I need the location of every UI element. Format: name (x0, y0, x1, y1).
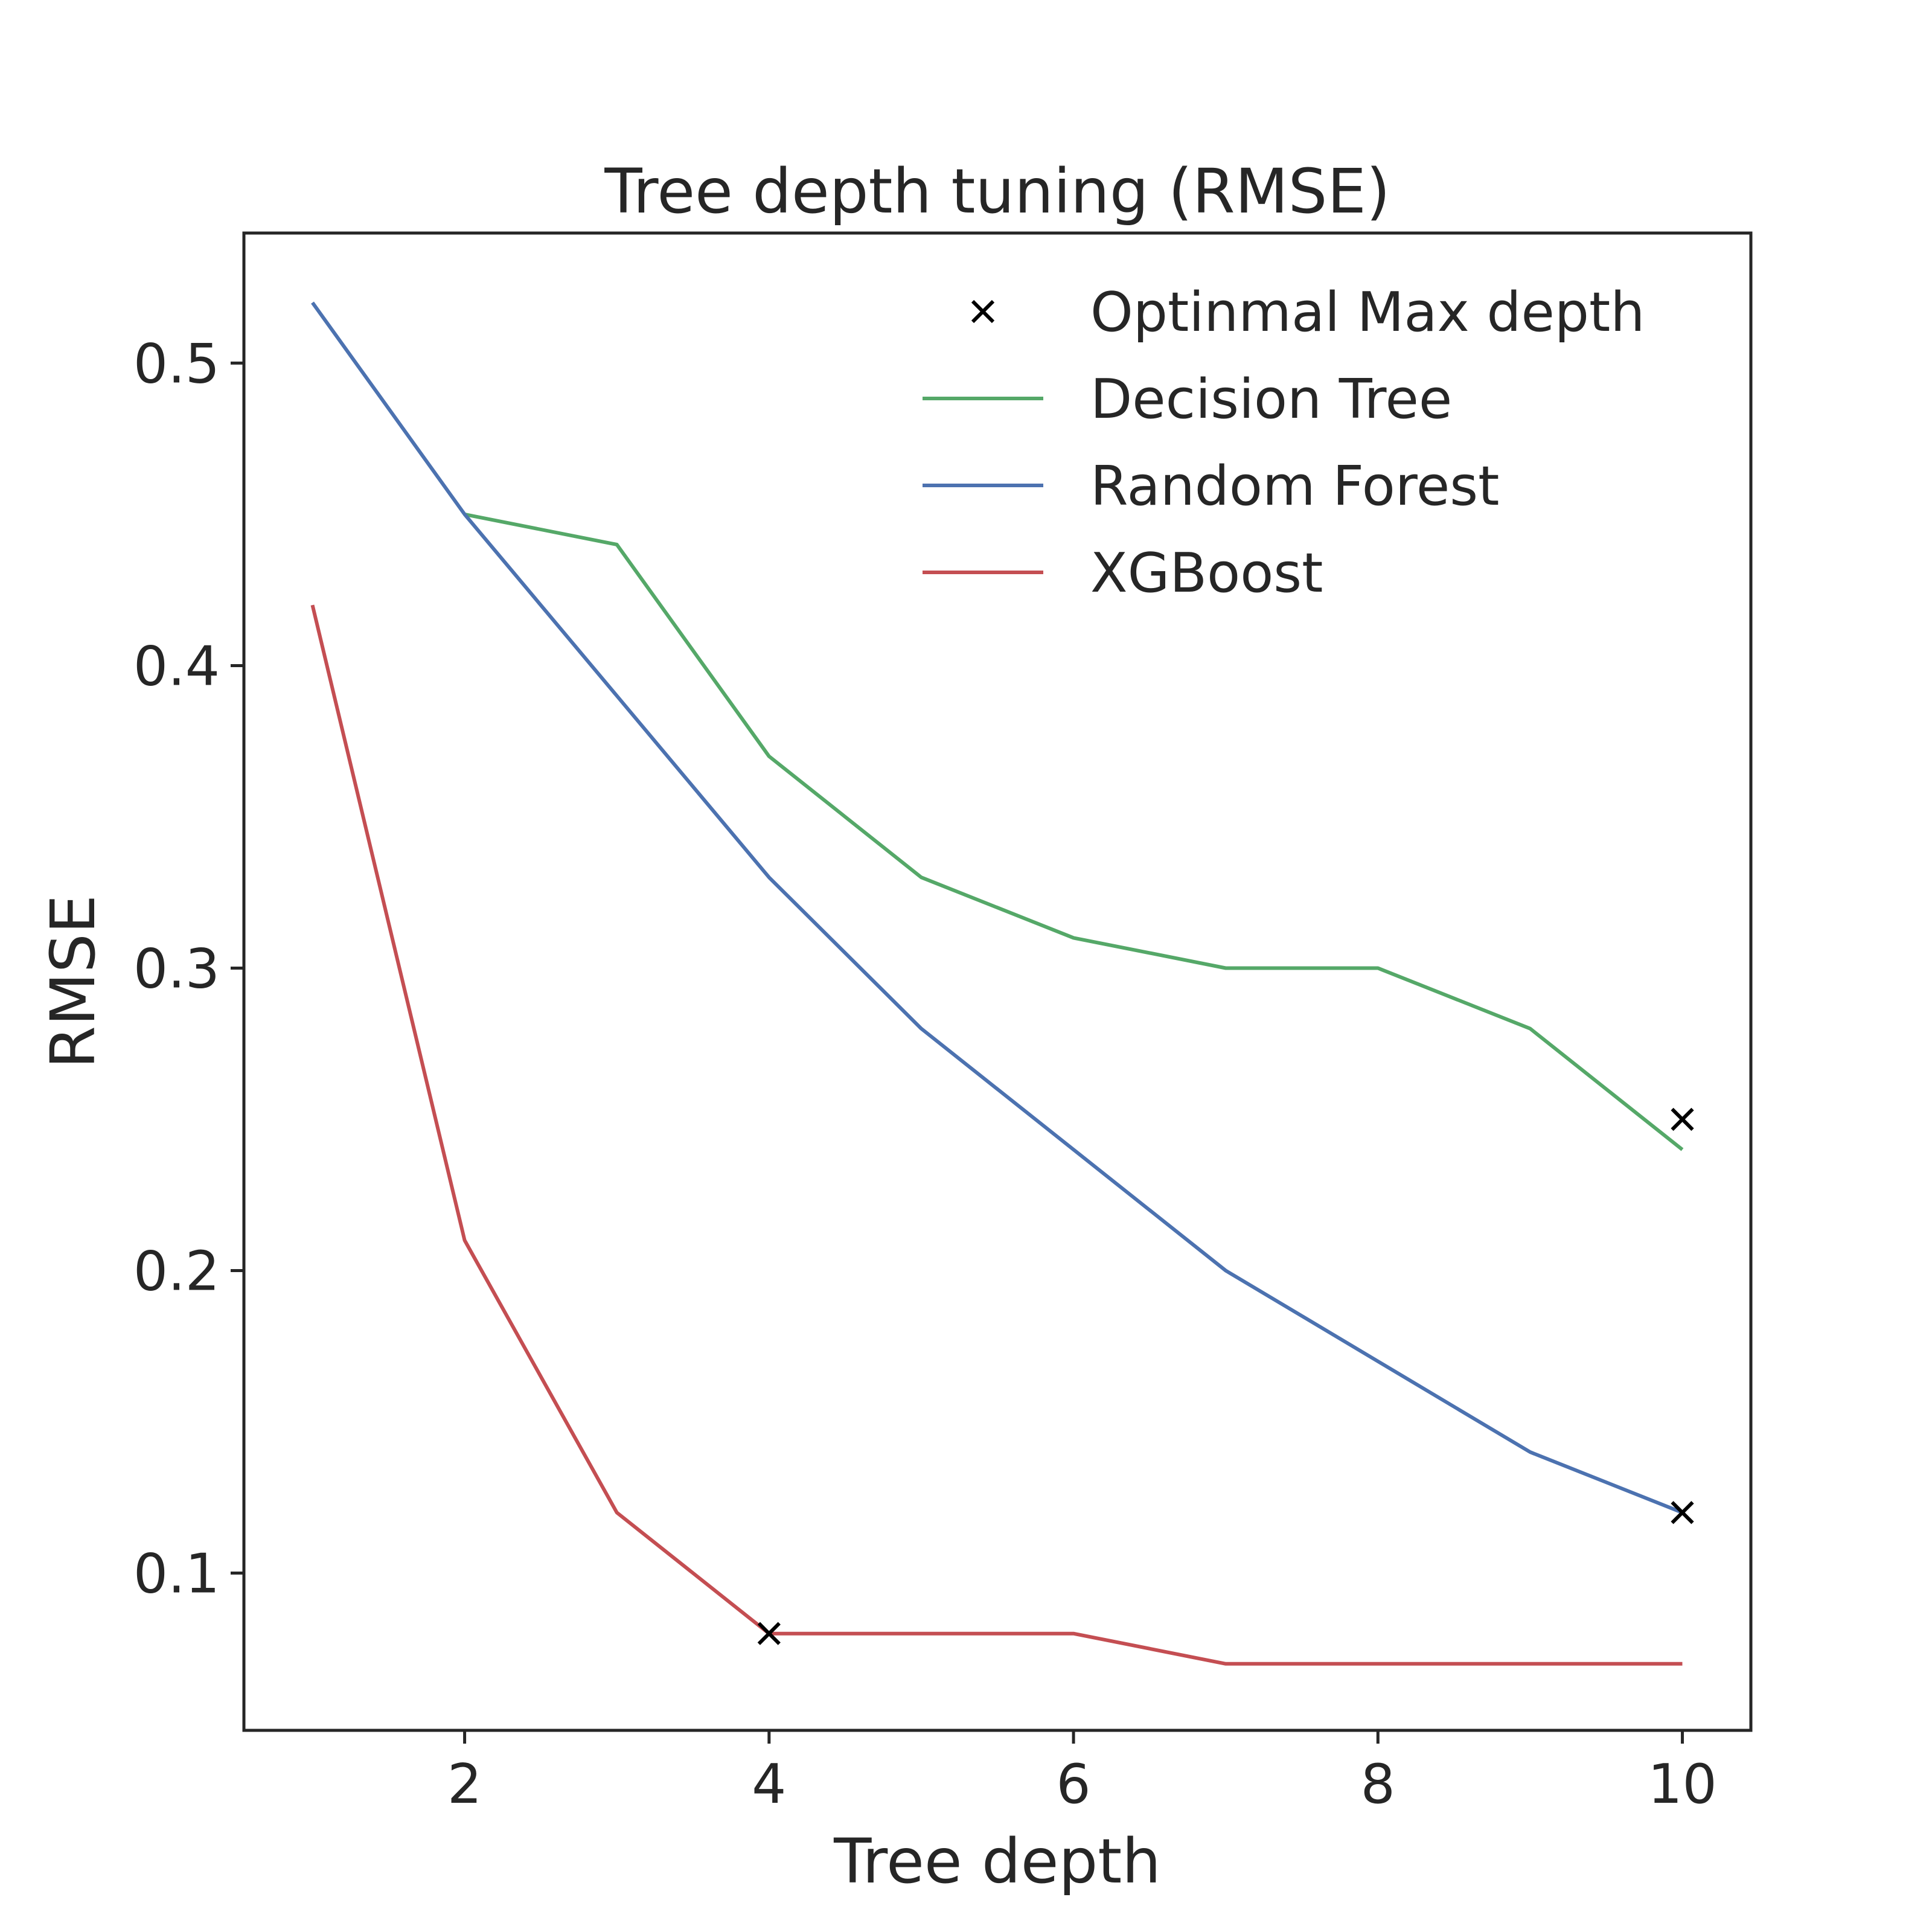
series-line-random-forest (311, 301, 1683, 1515)
series-line-decision-tree (464, 512, 1684, 1151)
legend: Optinmal Max depth Decision Tree Random Fo… (923, 281, 1645, 605)
y-axis-label: RMSE (37, 895, 109, 1069)
y-tick-label: 0.1 (133, 1542, 220, 1605)
optimal-depth-marker (757, 1622, 781, 1645)
chart-title: Tree depth tuning (RMSE) (604, 156, 1390, 228)
y-tick-label: 0.2 (133, 1239, 220, 1303)
optimal-depth-marker (1671, 1107, 1694, 1131)
legend-marker-swatch (971, 299, 995, 324)
legend-label-optimal-max-depth: Optinmal Max depth (1090, 281, 1645, 344)
x-tick-label: 4 (752, 1753, 786, 1816)
y-axis-ticks: 0.1 0.2 0.3 0.4 0.5 (133, 332, 244, 1605)
legend-label-random-forest: Random Forest (1090, 455, 1499, 518)
x-axis-ticks: 2 4 6 8 10 (447, 1730, 1717, 1816)
x-axis-label: Tree depth (833, 1826, 1161, 1898)
y-tick-label: 0.5 (133, 332, 220, 395)
x-tick-label: 6 (1056, 1753, 1090, 1816)
legend-label-xgboost: XGBoost (1090, 542, 1323, 605)
x-tick-label: 2 (447, 1753, 482, 1816)
plot-area-frame (242, 231, 1753, 1732)
optimal-markers (757, 1107, 1694, 1645)
series-line-xgboost (310, 604, 1683, 1666)
y-tick-label: 0.3 (133, 937, 220, 1000)
legend-label-decision-tree: Decision Tree (1090, 368, 1452, 431)
y-tick-label: 0.4 (133, 635, 220, 698)
optimal-depth-marker (1671, 1501, 1694, 1524)
x-tick-label: 10 (1648, 1753, 1717, 1816)
x-tick-label: 8 (1361, 1753, 1395, 1816)
series-lines (310, 301, 1684, 1666)
